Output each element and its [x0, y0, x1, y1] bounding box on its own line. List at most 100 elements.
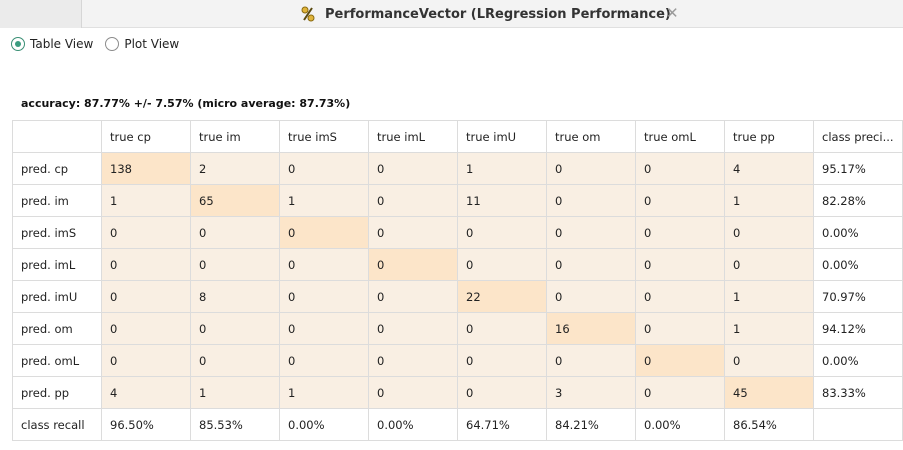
matrix-cell: 1	[279, 184, 369, 217]
matrix-cell: 0	[635, 184, 725, 217]
matrix-cell: 3	[546, 376, 636, 409]
matrix-cell: 0	[546, 152, 636, 185]
matrix-cell: 0	[279, 152, 369, 185]
matrix-cell: 0	[101, 216, 191, 249]
column-header[interactable]: true cp	[101, 120, 191, 153]
matrix-diagonal-cell: 0	[368, 248, 458, 281]
matrix-cell: 0	[368, 216, 458, 249]
matrix-cell: 0	[190, 248, 280, 281]
table-row: pred. imS 0 0 0 0 0 0 0 0 0.00%	[12, 216, 903, 249]
plot-view-label: Plot View	[124, 37, 180, 51]
tab-title: PerformanceVector (LRegression Performan…	[325, 6, 671, 22]
table-view-radio[interactable]	[11, 37, 25, 51]
column-header[interactable]: true imL	[368, 120, 458, 153]
matrix-cell: 0	[457, 344, 547, 377]
column-header[interactable]: true pp	[724, 120, 814, 153]
row-header: pred. om	[12, 312, 102, 345]
matrix-cell: 0	[546, 344, 636, 377]
class-recall-cell: 96.50%	[101, 408, 191, 441]
table-row: pred. pp 4 1 1 0 0 3 0 45 83.33%	[12, 376, 903, 409]
confusion-matrix-table: true cp true im true imS true imL true imU tr…	[12, 120, 903, 441]
class-recall-cell: 86.54%	[724, 408, 814, 441]
matrix-cell: 0	[635, 152, 725, 185]
table-row: pred. om 0 0 0 0 0 16 0 1 94.12%	[12, 312, 903, 345]
matrix-cell: 0	[635, 216, 725, 249]
matrix-cell: 0	[279, 312, 369, 345]
row-header: pred. cp	[12, 152, 102, 185]
class-recall-row: class recall 96.50% 85.53% 0.00% 0.00% 64.71%…	[12, 408, 903, 441]
matrix-cell: 0	[368, 184, 458, 217]
class-recall-cell: 0.00%	[635, 408, 725, 441]
matrix-cell: 0	[368, 344, 458, 377]
column-header[interactable]: true om	[546, 120, 636, 153]
matrix-cell: 0	[457, 216, 547, 249]
class-precision-cell: 82.28%	[813, 184, 903, 217]
class-precision-cell: 94.12%	[813, 312, 903, 345]
tab-performance-vector[interactable]: PerformanceVector (LRegression Performan…	[300, 0, 679, 28]
column-header[interactable]: true imU	[457, 120, 547, 153]
column-header[interactable]: class preci...	[813, 120, 903, 153]
matrix-cell: 0	[101, 248, 191, 281]
matrix-diagonal-cell: 22	[457, 280, 547, 313]
class-recall-cell: 0.00%	[279, 408, 369, 441]
table-view-label: Table View	[30, 37, 94, 51]
matrix-cell: 1	[724, 184, 814, 217]
matrix-diagonal-cell: 0	[635, 344, 725, 377]
matrix-cell: 0	[457, 312, 547, 345]
row-header: pred. imU	[12, 280, 102, 313]
matrix-cell: 0	[724, 344, 814, 377]
matrix-cell: 0	[368, 312, 458, 345]
matrix-cell: 0	[724, 248, 814, 281]
matrix-cell: 0	[457, 376, 547, 409]
matrix-cell: 0	[457, 248, 547, 281]
matrix-cell: 4	[101, 376, 191, 409]
matrix-cell: 0	[101, 312, 191, 345]
class-precision-cell: 83.33%	[813, 376, 903, 409]
matrix-cell: 1	[279, 376, 369, 409]
table-row: pred. imU 0 8 0 0 22 0 0 1 70.97%	[12, 280, 903, 313]
matrix-diagonal-cell: 45	[724, 376, 814, 409]
column-header[interactable]: true imS	[279, 120, 369, 153]
row-header: pred. imL	[12, 248, 102, 281]
column-header[interactable]: true im	[190, 120, 280, 153]
table-view-option[interactable]: Table View	[11, 37, 93, 51]
matrix-cell: 1	[190, 376, 280, 409]
matrix-cell: 0	[635, 248, 725, 281]
table-header-row: true cp true im true imS true imL true imU tr…	[12, 120, 903, 153]
matrix-cell: 1	[724, 280, 814, 313]
matrix-cell: 2	[190, 152, 280, 185]
inactive-tab-area[interactable]	[0, 0, 82, 28]
matrix-diagonal-cell: 65	[190, 184, 280, 217]
plot-view-radio[interactable]	[105, 37, 120, 51]
matrix-cell: 11	[457, 184, 547, 217]
class-recall-cell: 85.53%	[190, 408, 280, 441]
class-recall-cell	[813, 408, 903, 441]
matrix-cell: 0	[368, 280, 458, 313]
close-icon[interactable]: ✕	[666, 4, 679, 22]
table-row: pred. cp 138 2 0 0 1 0 0 4 95.17%	[12, 152, 903, 185]
matrix-cell: 1	[457, 152, 547, 185]
class-precision-cell: 0.00%	[813, 216, 903, 249]
matrix-cell: 1	[724, 312, 814, 345]
class-precision-cell: 0.00%	[813, 344, 903, 377]
matrix-cell: 0	[190, 344, 280, 377]
class-recall-cell: 64.71%	[457, 408, 547, 441]
matrix-diagonal-cell: 0	[279, 216, 369, 249]
table-row: pred. omL 0 0 0 0 0 0 0 0 0.00%	[12, 344, 903, 377]
row-header: pred. imS	[12, 216, 102, 249]
matrix-cell: 0	[190, 312, 280, 345]
matrix-cell: 4	[724, 152, 814, 185]
editor-tab-bar: PerformanceVector (LRegression Performan…	[0, 0, 903, 28]
plot-view-option[interactable]: Plot View	[105, 37, 179, 51]
matrix-cell: 0	[279, 344, 369, 377]
matrix-cell: 0	[368, 376, 458, 409]
matrix-diagonal-cell: 16	[546, 312, 636, 345]
performance-vector-icon	[300, 6, 316, 22]
column-header[interactable]: true omL	[635, 120, 725, 153]
table-row: pred. im 1 65 1 0 11 0 0 1 82.28%	[12, 184, 903, 217]
class-precision-cell: 0.00%	[813, 248, 903, 281]
row-header: pred. omL	[12, 344, 102, 377]
class-recall-cell: 84.21%	[546, 408, 636, 441]
matrix-cell: 8	[190, 280, 280, 313]
matrix-cell: 0	[279, 280, 369, 313]
